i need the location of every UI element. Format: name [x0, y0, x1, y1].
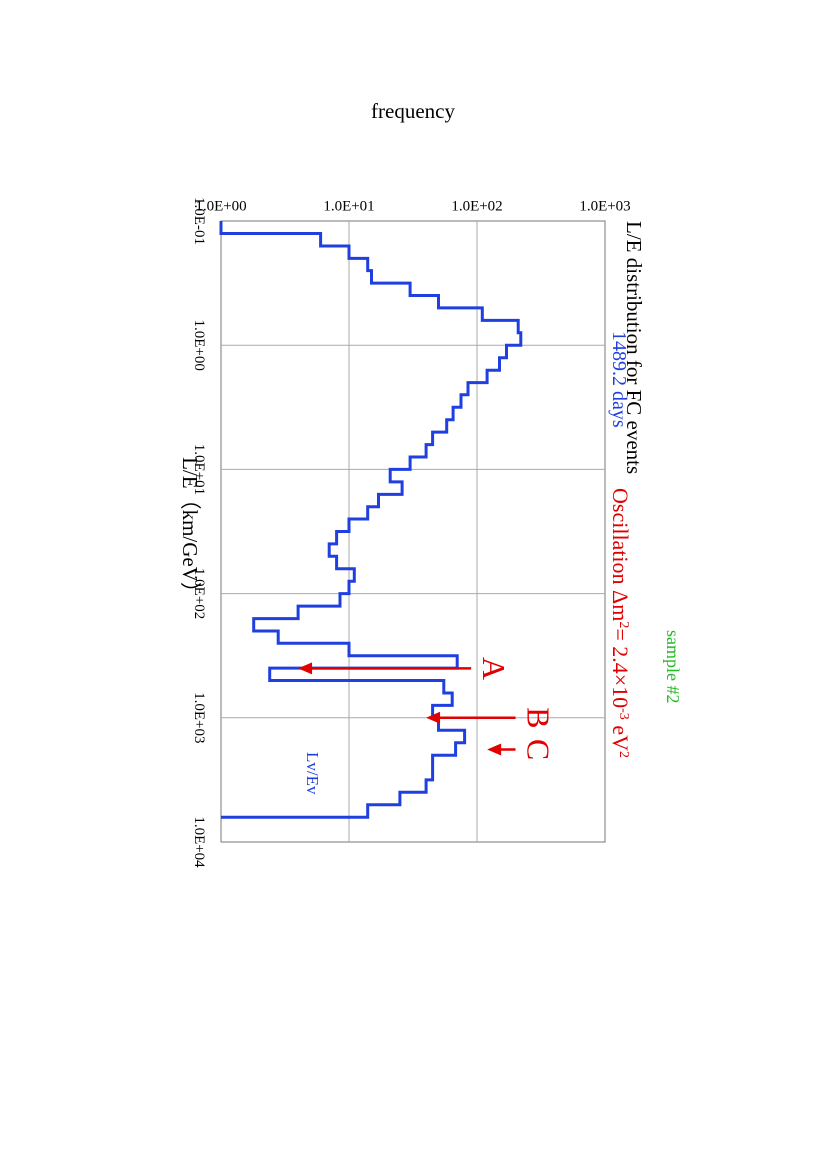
x-tick-label: 1.0E+03: [191, 692, 207, 743]
series-label: Lv/Ev: [303, 752, 322, 795]
arrow-label-b: B: [521, 707, 557, 728]
series-line-lv-ev: [219, 221, 523, 819]
plot-frame: [220, 220, 606, 843]
x-tick-label: 1.0E+02: [191, 568, 207, 619]
x-tick-label: 1.0E+01: [191, 444, 207, 495]
osc-rest: = 2.4×10: [608, 628, 633, 708]
y-axis-label: frequency: [371, 99, 455, 123]
y-tick-label: 1.0E+00: [195, 198, 246, 214]
x-tick-label: 1.0E+00: [191, 320, 207, 371]
arrow-label-c: C: [521, 739, 557, 760]
x-tick-label: 1.0E+04: [191, 816, 207, 868]
arrow-head-c: [487, 743, 502, 756]
osc-exp: -3: [617, 708, 632, 720]
osc-sup: 2: [617, 621, 632, 628]
osc-unit-sup: 2: [617, 751, 632, 758]
x-tick-label: 1.0E-01: [191, 197, 207, 245]
osc-unit: eV: [608, 720, 633, 751]
y-tick-label: 1.0E+01: [323, 198, 374, 214]
x-axis-label: L/E（km/GeV）: [178, 457, 202, 603]
sample-annotation: sample #2: [663, 630, 683, 704]
grid: [221, 221, 605, 842]
days-annotation: 1489.2 days: [608, 331, 630, 428]
osc-text: Oscillation Δm: [608, 488, 633, 621]
y-tick-label: 1.0E+02: [451, 198, 502, 214]
oscillation-annotation: Oscillation Δm2= 2.4×10-3 eV2: [608, 488, 633, 758]
arrows: A BC: [298, 657, 557, 760]
arrow-head-a: [298, 662, 313, 675]
arrow-head-b: [426, 711, 441, 724]
chart-title: L/E distribution for FC events: [622, 221, 646, 474]
arrow-label-a: A: [476, 657, 512, 680]
y-tick-labels: 1.0E+00 1.0E+01 1.0E+02 1.0E+03: [195, 198, 630, 214]
y-tick-label: 1.0E+03: [579, 198, 630, 214]
x-tick-labels: 1.0E-01 1.0E+00 1.0E+01 1.0E+02 1.0E+03 1.0E+…: [191, 197, 207, 868]
